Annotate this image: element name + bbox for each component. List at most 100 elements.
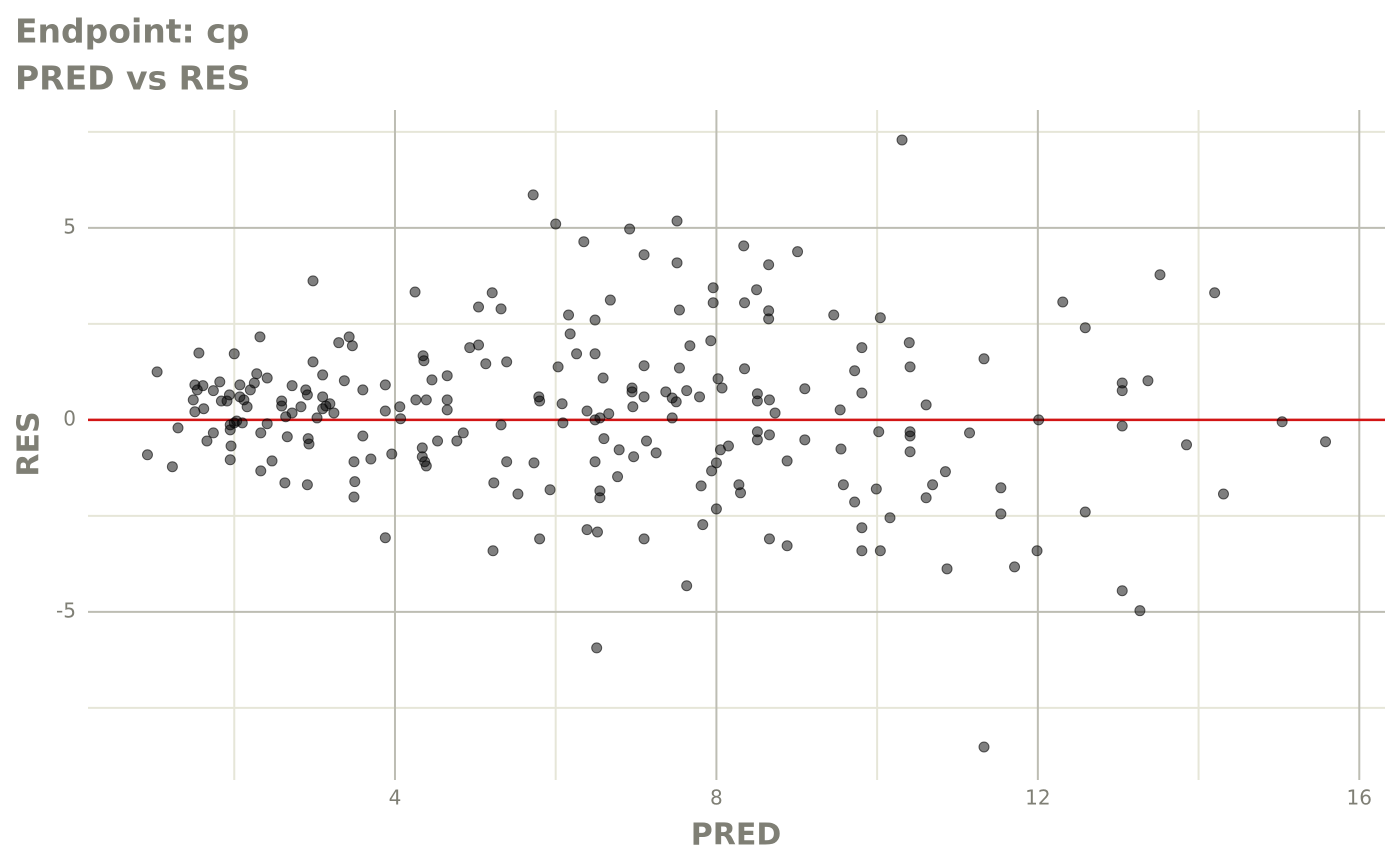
- point: [835, 443, 847, 455]
- point: [223, 389, 235, 401]
- point: [346, 340, 358, 352]
- point: [904, 430, 916, 442]
- point: [556, 398, 568, 410]
- point: [420, 394, 432, 406]
- point: [896, 134, 908, 146]
- point: [254, 331, 266, 343]
- point: [650, 447, 662, 459]
- point: [751, 434, 763, 446]
- point: [386, 448, 398, 460]
- point: [241, 401, 253, 413]
- x-tick-label: 4: [389, 786, 402, 810]
- point: [457, 427, 469, 439]
- point: [1031, 545, 1043, 557]
- point: [348, 491, 360, 503]
- point: [1181, 439, 1193, 451]
- point: [151, 366, 163, 378]
- point: [197, 380, 209, 392]
- point: [557, 417, 569, 429]
- point: [681, 385, 693, 397]
- point: [324, 398, 336, 410]
- point: [317, 369, 329, 381]
- point: [904, 446, 916, 458]
- point: [920, 399, 932, 411]
- point: [627, 401, 639, 413]
- point: [552, 361, 564, 373]
- point: [488, 477, 500, 489]
- point: [1116, 585, 1128, 597]
- point: [670, 396, 682, 408]
- point: [710, 503, 722, 515]
- point: [939, 466, 951, 478]
- point: [544, 484, 556, 496]
- x-tick-label: 16: [1347, 786, 1372, 810]
- point: [1009, 561, 1021, 573]
- point: [903, 337, 915, 349]
- point: [684, 340, 696, 352]
- point: [581, 405, 593, 417]
- point: [1057, 296, 1069, 308]
- point: [751, 284, 763, 296]
- point: [420, 460, 432, 472]
- point: [255, 465, 267, 477]
- point: [141, 449, 153, 461]
- point: [234, 379, 246, 391]
- point: [874, 545, 886, 557]
- point: [697, 519, 709, 531]
- point: [441, 404, 453, 416]
- point: [589, 456, 601, 468]
- point: [613, 444, 625, 456]
- point: [874, 312, 886, 324]
- point: [527, 189, 539, 201]
- point: [603, 408, 615, 420]
- point: [612, 471, 624, 483]
- point: [638, 360, 650, 372]
- point: [495, 419, 507, 431]
- y-tick-label: 5: [63, 214, 76, 238]
- point: [394, 401, 406, 413]
- point: [673, 304, 685, 316]
- point: [528, 457, 540, 469]
- point: [884, 512, 896, 524]
- point: [311, 412, 323, 424]
- point: [236, 417, 248, 429]
- point: [301, 389, 313, 401]
- point: [995, 482, 1007, 494]
- point: [348, 456, 360, 468]
- point: [597, 372, 609, 384]
- point: [941, 563, 953, 575]
- point: [281, 431, 293, 443]
- point: [1154, 269, 1166, 281]
- point: [307, 356, 319, 368]
- point: [166, 461, 178, 473]
- point: [707, 297, 719, 309]
- point: [695, 480, 707, 492]
- point: [1209, 287, 1221, 299]
- point: [410, 394, 422, 406]
- point: [964, 427, 976, 439]
- point: [792, 246, 804, 258]
- point: [501, 456, 513, 468]
- point: [1134, 605, 1146, 617]
- point: [286, 407, 298, 419]
- point: [487, 545, 499, 557]
- chart-subtitle: PRED vs RES: [15, 59, 250, 98]
- point: [303, 438, 315, 450]
- point: [722, 440, 734, 452]
- point: [365, 453, 377, 465]
- point: [1276, 416, 1288, 428]
- point: [224, 454, 236, 466]
- point: [486, 287, 498, 299]
- point: [604, 294, 616, 306]
- y-tick-label: 0: [63, 406, 76, 430]
- point: [927, 479, 939, 491]
- point: [763, 533, 775, 545]
- point: [501, 356, 513, 368]
- point: [1217, 488, 1229, 500]
- point: [1079, 322, 1091, 334]
- point: [738, 240, 750, 252]
- point: [251, 368, 263, 380]
- point: [225, 440, 237, 452]
- point: [214, 376, 226, 388]
